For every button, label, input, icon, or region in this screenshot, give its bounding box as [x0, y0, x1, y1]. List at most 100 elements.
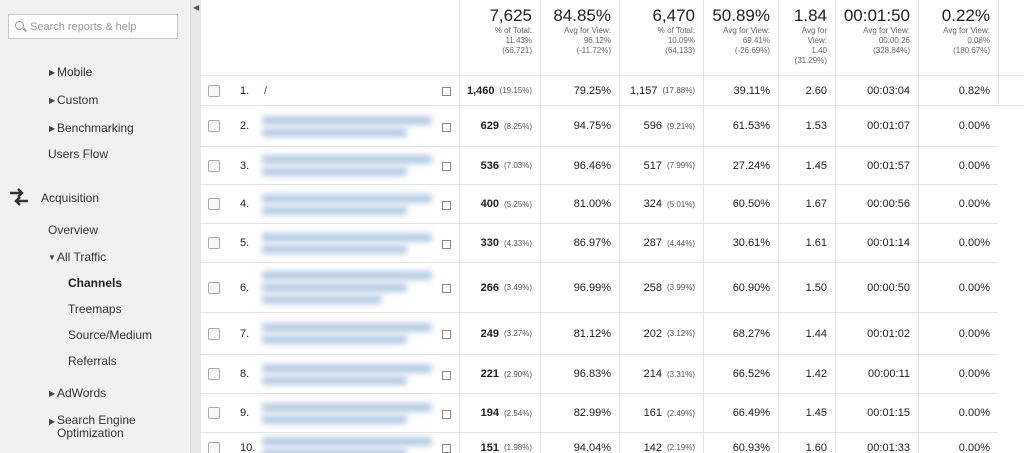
nav-item[interactable]: Users Flow: [48, 147, 109, 161]
metric-value: 324: [643, 198, 662, 210]
report-table: 7,625% of Total: 11.43% (66,721) 84.85% Avg …: [200, 0, 1024, 453]
open-page-icon[interactable]: [442, 330, 451, 339]
metric-cell: 202 (3.12%): [619, 313, 703, 355]
row-checkbox[interactable]: [208, 198, 220, 210]
metric-cell: 60.93%: [703, 433, 778, 453]
metric-value: 60.50%: [732, 198, 770, 210]
header-total: 7,625: [489, 6, 532, 25]
metric-value: 0.00%: [958, 281, 990, 294]
row-checkbox[interactable]: [208, 407, 220, 419]
nav-item[interactable]: Search Engine Optimization: [57, 413, 136, 440]
open-page-icon[interactable]: [442, 284, 451, 293]
page-cell: [258, 313, 459, 355]
metric-cell: 0.00%: [918, 355, 998, 394]
row-checkbox[interactable]: [208, 120, 220, 132]
search-box[interactable]: Search reports & help: [8, 14, 178, 39]
metric-value: 86.97%: [573, 237, 611, 249]
nav-item-active[interactable]: Channels: [68, 276, 123, 290]
expand-arrow: ▶: [49, 96, 56, 105]
nav-item[interactable]: Source/Medium: [68, 328, 153, 342]
open-page-icon[interactable]: [442, 409, 451, 419]
metric-value: 0.00%: [958, 441, 990, 453]
metric-value: 00:01:15: [867, 407, 910, 419]
row-checkbox[interactable]: [208, 281, 220, 294]
page-link[interactable]: /: [264, 84, 268, 97]
metric-cell: 00:01:57: [835, 147, 918, 185]
nav-section[interactable]: Acquisition: [41, 191, 100, 205]
header-total: 1.84: [793, 6, 827, 25]
metric-value: 94.04%: [573, 441, 611, 453]
page-cell: [258, 185, 459, 224]
metric-value: 517: [643, 159, 662, 172]
metric-percent: (9.21%): [666, 121, 695, 131]
metric-percent: (3.27%): [503, 329, 532, 338]
header-note: (64,133): [665, 46, 695, 55]
metric-cell: 151 (1.98%): [459, 433, 540, 453]
nav-item[interactable]: Treemaps: [68, 302, 122, 316]
row-index: 2.: [228, 106, 258, 147]
row-index: 1.: [228, 76, 258, 106]
metric-percent: (2.49%): [666, 408, 695, 418]
metric-percent: (2.54%): [503, 408, 532, 418]
nav-item[interactable]: Referrals: [68, 354, 117, 368]
row-checkbox[interactable]: [208, 441, 220, 453]
sidebar-toggle[interactable]: ◀: [190, 0, 201, 453]
metric-value: 0.00%: [958, 120, 990, 132]
metric-value: 81.00%: [573, 198, 611, 210]
open-page-icon[interactable]: [442, 200, 451, 210]
metric-cell: 00:01:02: [835, 313, 918, 355]
search-icon: [15, 21, 24, 30]
metric-value: 0.00%: [958, 159, 990, 172]
metric-cell: 66.49%: [703, 394, 778, 433]
row-checkbox[interactable]: [208, 368, 220, 380]
open-page-icon[interactable]: [442, 122, 451, 132]
row-checkbox-cell: [200, 185, 228, 224]
row-checkbox[interactable]: [208, 84, 220, 97]
metric-value: 79.25%: [573, 84, 611, 97]
metric-cell: 00:01:33: [835, 433, 918, 453]
metric-value: 0.00%: [958, 327, 990, 340]
metric-value: 00:01:57: [867, 159, 910, 172]
row-index: 4.: [228, 185, 258, 224]
metric-percent: (2.19%): [666, 443, 695, 452]
metric-cell: 00:01:15: [835, 394, 918, 433]
row-checkbox[interactable]: [208, 237, 220, 249]
nav-item[interactable]: All Traffic: [57, 250, 107, 264]
row-checkbox[interactable]: [208, 159, 220, 172]
metric-value: 0.82%: [958, 84, 990, 97]
metric-value: 60.90%: [732, 281, 770, 294]
metric-cell: 96.83%: [540, 355, 619, 394]
blurred-page: [262, 335, 407, 344]
open-page-icon[interactable]: [442, 239, 451, 249]
metric-value: 161: [643, 407, 662, 419]
nav-item[interactable]: Mobile: [57, 65, 93, 79]
metric-cell: 1: [998, 76, 1024, 106]
nav-item[interactable]: AdWords: [57, 386, 107, 400]
metric-cell: 82.99%: [540, 394, 619, 433]
open-page-icon[interactable]: [442, 444, 451, 453]
nav-item[interactable]: Custom: [57, 93, 99, 107]
metric-cell: 629 (8.25%): [459, 106, 540, 147]
metric-cell: 1.50: [778, 263, 835, 313]
nav-item[interactable]: Benchmarking: [57, 121, 134, 135]
row-index: 8.: [228, 355, 258, 394]
header-note: (-26.69%): [734, 46, 770, 55]
metric-cell: 0.00%: [918, 106, 998, 147]
metric-value: 330: [480, 237, 499, 249]
search-placeholder: Search reports & help: [30, 21, 137, 33]
metric-cell: 81.00%: [540, 185, 619, 224]
metric-value: 39.11%: [733, 84, 771, 97]
open-page-icon[interactable]: [442, 370, 451, 380]
metric-cell: 00:00:56: [835, 185, 918, 224]
open-page-icon[interactable]: [442, 87, 451, 96]
metric-cell: 1.42: [778, 355, 835, 394]
header-total: 6,470: [652, 6, 695, 25]
open-page-icon[interactable]: [442, 162, 451, 171]
row-checkbox-cell: [200, 224, 228, 263]
metric-percent: (1.98%): [503, 443, 532, 452]
metric-cell: 96.99%: [540, 263, 619, 313]
metric-value: 142: [643, 441, 662, 453]
nav-item[interactable]: Overview: [48, 223, 99, 237]
row-checkbox[interactable]: [208, 327, 220, 340]
sidebar: Search reports & help ▶ Mobile ▶ Custom …: [0, 0, 190, 453]
